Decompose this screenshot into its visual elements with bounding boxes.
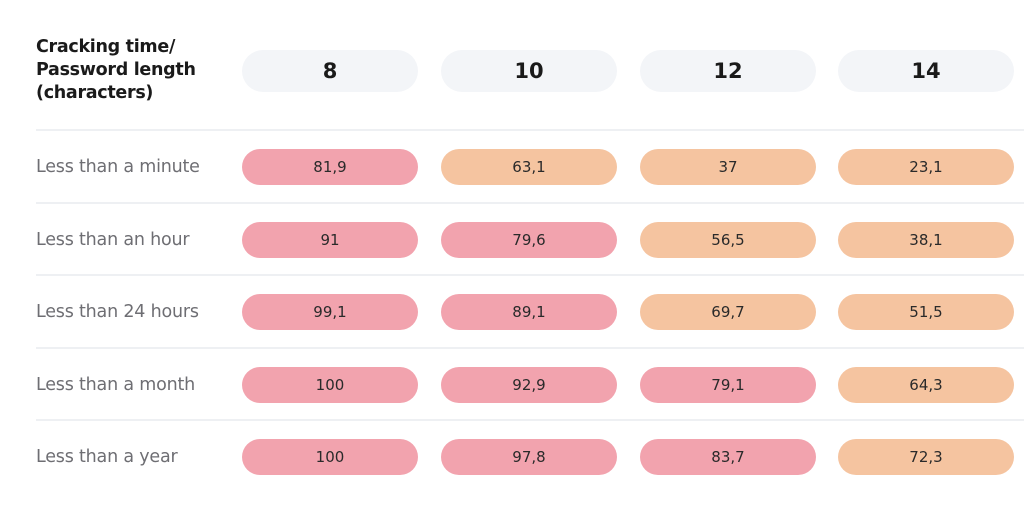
column-header-12: 12 [640, 50, 816, 92]
value-cell: 72,3 [838, 439, 1014, 475]
value-cell: 81,9 [242, 149, 418, 185]
column-header-10: 10 [441, 50, 617, 92]
column-header-8: 8 [242, 50, 418, 92]
value-cell: 83,7 [640, 439, 816, 475]
value-cell: 91 [242, 222, 418, 258]
value-cell: 51,5 [838, 294, 1014, 330]
value-cell: 97,8 [441, 439, 617, 475]
row-label: Less than 24 hours [36, 302, 199, 322]
value-cell: 100 [242, 439, 418, 475]
row-divider [36, 419, 1024, 421]
row-label: Less than a minute [36, 157, 200, 177]
value-cell: 38,1 [838, 222, 1014, 258]
row-divider [36, 129, 1024, 131]
value-cell: 56,5 [640, 222, 816, 258]
value-cell: 69,7 [640, 294, 816, 330]
value-cell: 99,1 [242, 294, 418, 330]
row-label: Less than an hour [36, 230, 190, 250]
value-cell: 79,6 [441, 222, 617, 258]
value-cell: 79,1 [640, 367, 816, 403]
row-divider [36, 202, 1024, 204]
value-cell: 100 [242, 367, 418, 403]
value-cell: 37 [640, 149, 816, 185]
value-cell: 63,1 [441, 149, 617, 185]
row-label: Less than a year [36, 447, 178, 467]
value-cell: 89,1 [441, 294, 617, 330]
value-cell: 92,9 [441, 367, 617, 403]
value-cell: 23,1 [838, 149, 1014, 185]
row-divider [36, 274, 1024, 276]
corner-header: Cracking time/ Password length (characte… [36, 37, 196, 103]
row-label: Less than a month [36, 375, 196, 395]
value-cell: 64,3 [838, 367, 1014, 403]
column-header-14: 14 [838, 50, 1014, 92]
row-divider [36, 347, 1024, 349]
